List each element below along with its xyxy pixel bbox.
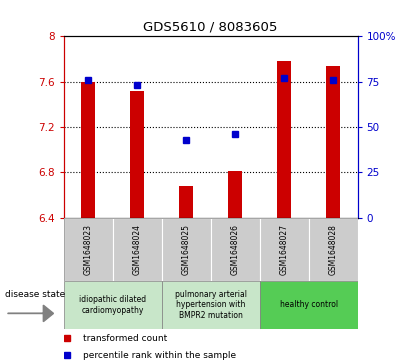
Text: GSM1648024: GSM1648024: [133, 224, 142, 275]
Text: GSM1648028: GSM1648028: [328, 224, 337, 275]
Bar: [260, 281, 358, 329]
Text: disease state: disease state: [5, 290, 65, 299]
Bar: [130, 91, 144, 218]
Bar: [277, 61, 291, 218]
Bar: [228, 171, 242, 218]
Text: GSM1648026: GSM1648026: [231, 224, 240, 275]
Text: GSM1648023: GSM1648023: [84, 224, 93, 275]
Bar: [260, 218, 309, 281]
Text: percentile rank within the sample: percentile rank within the sample: [83, 351, 236, 359]
Bar: [162, 281, 260, 329]
Bar: [326, 66, 340, 218]
Title: GDS5610 / 8083605: GDS5610 / 8083605: [143, 21, 278, 34]
Text: pulmonary arterial
hypertension with
BMPR2 mutation: pulmonary arterial hypertension with BMP…: [175, 290, 247, 320]
Text: GSM1648027: GSM1648027: [279, 224, 289, 275]
Bar: [113, 218, 162, 281]
Text: idiopathic dilated
cardiomyopathy: idiopathic dilated cardiomyopathy: [79, 295, 146, 315]
Bar: [64, 218, 113, 281]
Bar: [179, 186, 193, 218]
Text: GSM1648025: GSM1648025: [182, 224, 191, 275]
Text: transformed count: transformed count: [83, 334, 167, 343]
Bar: [211, 218, 260, 281]
Bar: [309, 218, 358, 281]
FancyArrow shape: [8, 305, 53, 322]
Bar: [162, 218, 211, 281]
Bar: [81, 82, 95, 218]
Bar: [64, 281, 162, 329]
Text: healthy control: healthy control: [279, 301, 338, 309]
